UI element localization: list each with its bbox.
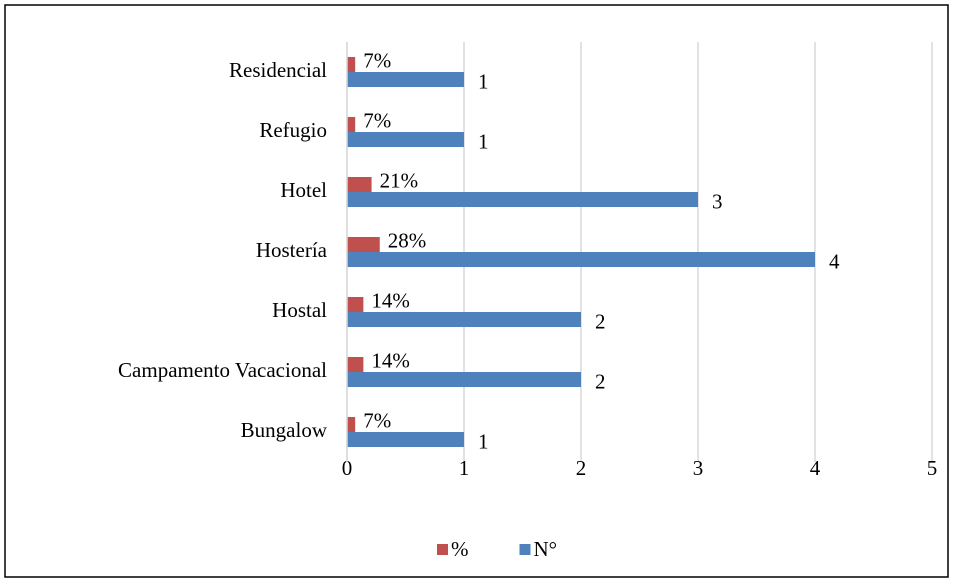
y-tick-label: Hostería	[256, 238, 328, 262]
y-tick-label: Hotel	[280, 178, 327, 202]
data-label: 7%	[363, 108, 391, 132]
bar	[347, 297, 364, 312]
bar	[347, 237, 380, 252]
bar	[347, 312, 581, 327]
data-label: 1	[478, 69, 489, 93]
data-label: 2	[595, 309, 606, 333]
x-tick-label: 2	[576, 456, 587, 480]
data-label: 7%	[363, 48, 391, 72]
bar	[347, 132, 464, 147]
data-label: 7%	[363, 408, 391, 432]
y-tick-label: Campamento Vacacional	[118, 358, 327, 382]
bar	[347, 372, 581, 387]
x-tick-label: 0	[342, 456, 353, 480]
y-tick-label: Residencial	[229, 58, 327, 82]
x-tick-label: 3	[693, 456, 704, 480]
data-label: 4	[829, 249, 840, 273]
x-tick-label: 1	[459, 456, 470, 480]
legend-swatch	[437, 544, 448, 555]
y-tick-label: Hostal	[272, 298, 327, 322]
legend-label: N°	[534, 537, 558, 561]
data-label: 28%	[388, 228, 427, 252]
bar	[347, 177, 372, 192]
bar	[347, 192, 698, 207]
x-tick-label: 5	[927, 456, 938, 480]
x-tick-label: 4	[810, 456, 821, 480]
bar	[347, 72, 464, 87]
bar	[347, 252, 815, 267]
legend-label: %	[451, 537, 469, 561]
data-label: 14%	[371, 348, 410, 372]
data-label: 21%	[380, 168, 419, 192]
bar	[347, 117, 356, 132]
legend-swatch	[519, 544, 531, 555]
data-label: 14%	[371, 288, 410, 312]
y-tick-label: Bungalow	[241, 418, 328, 442]
bar	[347, 57, 356, 72]
chart-border	[4, 4, 949, 578]
bar	[347, 432, 464, 447]
data-label: 3	[712, 189, 723, 213]
data-label: 2	[595, 369, 606, 393]
data-label: 1	[478, 429, 489, 453]
bar	[347, 357, 364, 372]
y-tick-label: Refugio	[259, 118, 327, 142]
data-label: 1	[478, 129, 489, 153]
bar	[347, 417, 356, 432]
